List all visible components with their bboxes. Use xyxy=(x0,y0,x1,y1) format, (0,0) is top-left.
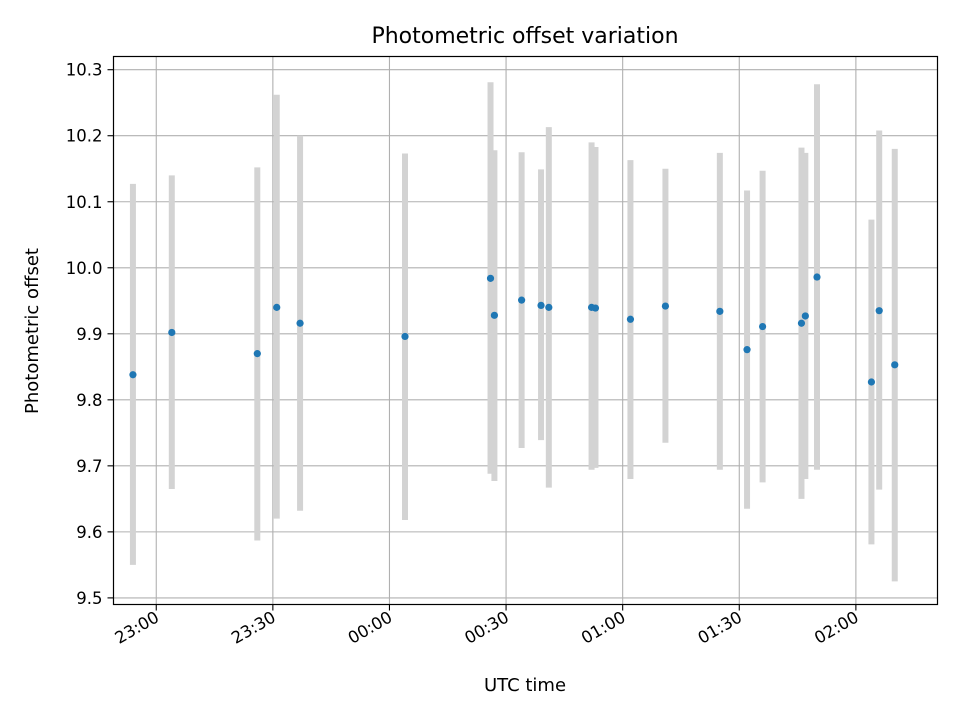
x-tick-label: 01:00 xyxy=(578,608,629,648)
chart-title: Photometric offset variation xyxy=(371,24,678,49)
data-point xyxy=(876,307,883,314)
x-tick-label: 23:30 xyxy=(228,608,279,648)
data-point xyxy=(716,308,723,315)
y-tick-label: 10.2 xyxy=(66,127,103,146)
data-point xyxy=(296,320,303,327)
x-tick-label: 23:00 xyxy=(112,608,163,648)
data-point xyxy=(891,361,898,368)
data-point xyxy=(868,378,875,385)
data-point xyxy=(798,320,805,327)
data-point xyxy=(273,304,280,311)
data-point xyxy=(545,304,552,311)
data-point xyxy=(802,312,809,319)
x-tick-label: 02:00 xyxy=(811,608,862,648)
x-tick-label: 00:00 xyxy=(345,608,396,648)
y-tick-label: 9.8 xyxy=(76,391,102,410)
x-tick-label: 01:30 xyxy=(695,608,746,648)
data-point xyxy=(518,297,525,304)
y-tick-label: 9.6 xyxy=(76,523,102,542)
tick-layer: 9.5 9.6 9.7 9.8 9.9 10.0 10.1 10.2 10.3 23:00 23:3… xyxy=(66,61,862,648)
y-tick-label: 9.7 xyxy=(76,457,102,476)
data-point xyxy=(254,350,261,357)
data-point xyxy=(168,329,175,336)
y-tick-label: 9.5 xyxy=(76,589,102,608)
grid-layer xyxy=(114,57,938,605)
errorbar-layer xyxy=(133,82,895,581)
data-point xyxy=(759,323,766,330)
data-point xyxy=(627,316,634,323)
y-axis-label: Photometric offset xyxy=(22,248,43,414)
plot-frame xyxy=(114,57,938,605)
data-point xyxy=(129,371,136,378)
y-tick-label: 9.9 xyxy=(76,325,102,344)
data-point xyxy=(491,312,498,319)
data-point xyxy=(592,304,599,311)
x-tick-label: 00:30 xyxy=(461,608,512,648)
data-point xyxy=(662,302,669,309)
data-point xyxy=(537,302,544,309)
data-point xyxy=(743,346,750,353)
point-layer xyxy=(129,273,898,385)
data-point xyxy=(401,333,408,340)
y-tick-label: 10.0 xyxy=(66,259,103,278)
y-tick-label: 10.1 xyxy=(66,193,103,212)
x-axis-label: UTC time xyxy=(484,675,566,696)
data-point xyxy=(813,273,820,280)
data-point xyxy=(487,275,494,282)
y-tick-label: 10.3 xyxy=(66,61,103,80)
